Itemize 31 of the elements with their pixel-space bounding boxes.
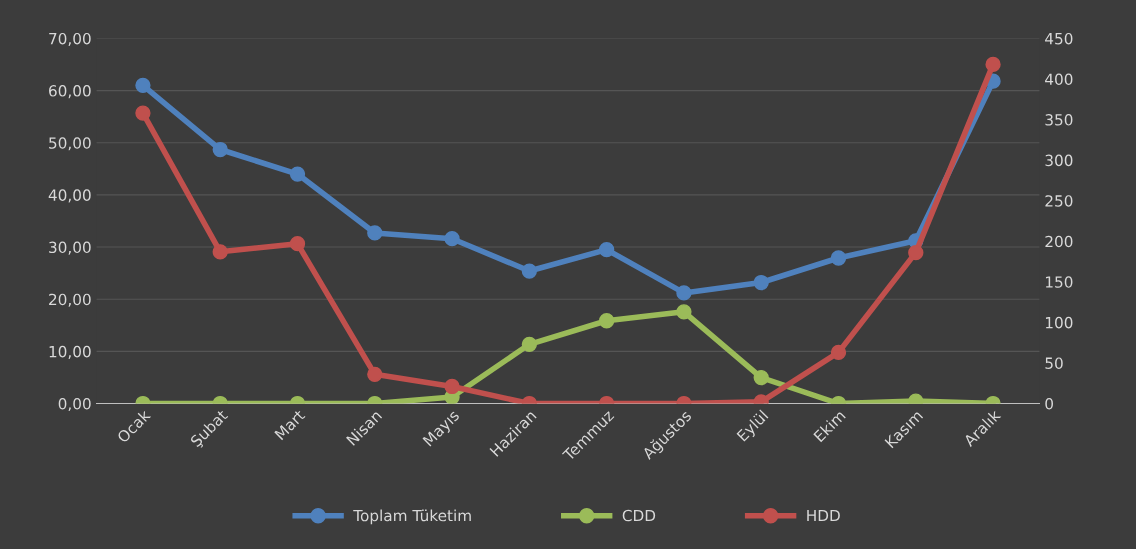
y-tick-label: 50,00: [49, 137, 91, 151]
y2-tick-label: 300: [1045, 154, 1073, 167]
y2-tick-label: 150: [1045, 276, 1073, 288]
point: [521, 263, 537, 279]
point: [676, 285, 692, 301]
point: [289, 166, 306, 182]
y2-tick-label: 0: [1045, 397, 1054, 410]
point: [830, 250, 847, 266]
legend-label: CDD: [622, 509, 656, 522]
y2-tick-label: 450: [1045, 32, 1073, 45]
point: [367, 225, 383, 241]
y-tick-label: 40,00: [48, 189, 91, 203]
y2-tick-label: 350: [1045, 114, 1073, 126]
y2-tick-label: 50: [1045, 357, 1063, 369]
y-tick-label: 70,00: [49, 32, 91, 47]
y2-tick-label: 100: [1045, 316, 1073, 329]
point: [212, 141, 228, 158]
y-tick-label: 10,00: [49, 345, 91, 359]
y2-tick-label: 400: [1045, 73, 1073, 86]
y-tick-label: 0,00: [58, 397, 91, 412]
point: [135, 77, 151, 94]
y-tick-label: 20,00: [49, 293, 91, 307]
y2-tick-label: 250: [1045, 195, 1073, 207]
legend-label: HDD: [807, 509, 840, 522]
point: [753, 274, 769, 291]
point: [599, 242, 615, 258]
y2-tick-label: 200: [1045, 235, 1073, 248]
legend-label: Toplam Tüketim: [353, 509, 471, 525]
y-tick-label: 60,00: [49, 85, 91, 99]
point: [444, 231, 460, 247]
y-tick-label: 30,00: [49, 241, 91, 255]
